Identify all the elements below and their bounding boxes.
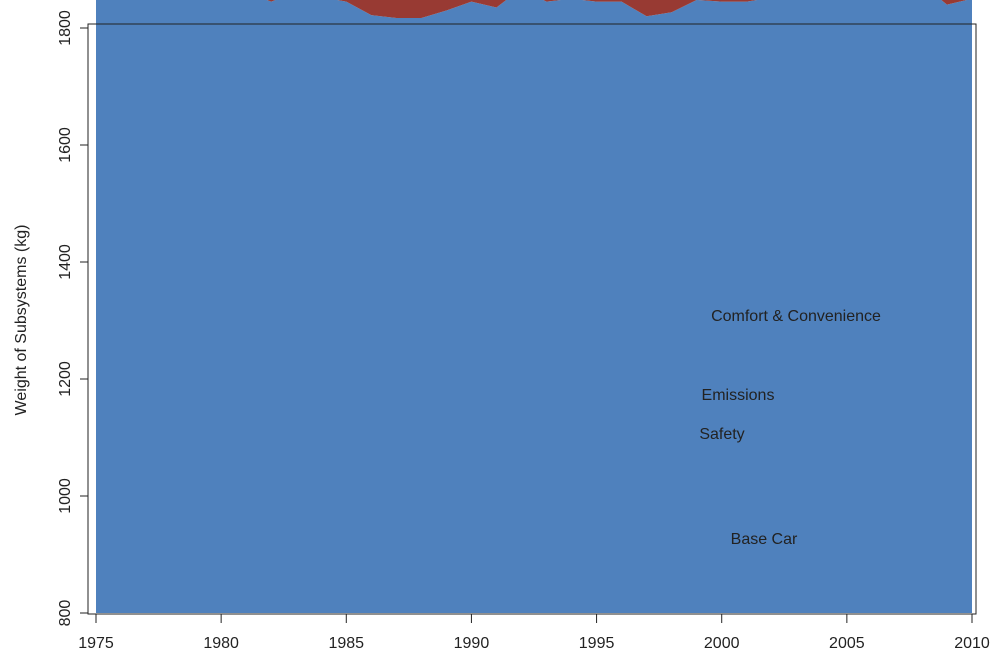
series-label: Base Car	[731, 531, 798, 548]
series-label: Comfort & Convenience	[711, 308, 881, 325]
y-tick-label: 1800	[57, 10, 74, 46]
x-tick-label: 2005	[829, 635, 865, 652]
y-axis-label: Weight of Subsystems (kg)	[13, 225, 30, 416]
x-tick-label: 1990	[454, 635, 490, 652]
series-label: Emissions	[702, 387, 775, 404]
x-tick-label: 1995	[579, 635, 615, 652]
x-tick-label: 1980	[203, 635, 239, 652]
y-tick-label: 1200	[57, 361, 74, 397]
x-tick-label: 1975	[78, 635, 114, 652]
y-tick-label: 1400	[57, 244, 74, 280]
x-tick-label: 1985	[328, 635, 364, 652]
x-tick-label: 2010	[954, 635, 990, 652]
plot-frame	[87, 23, 977, 615]
series-label: Safety	[699, 426, 744, 443]
y-tick-label: 800	[57, 600, 74, 627]
area	[266, 0, 967, 19]
x-tick-label: 2000	[704, 635, 740, 652]
y-tick-label: 1000	[57, 478, 74, 514]
area	[96, 0, 972, 613]
y-tick-label: 1600	[57, 127, 74, 163]
